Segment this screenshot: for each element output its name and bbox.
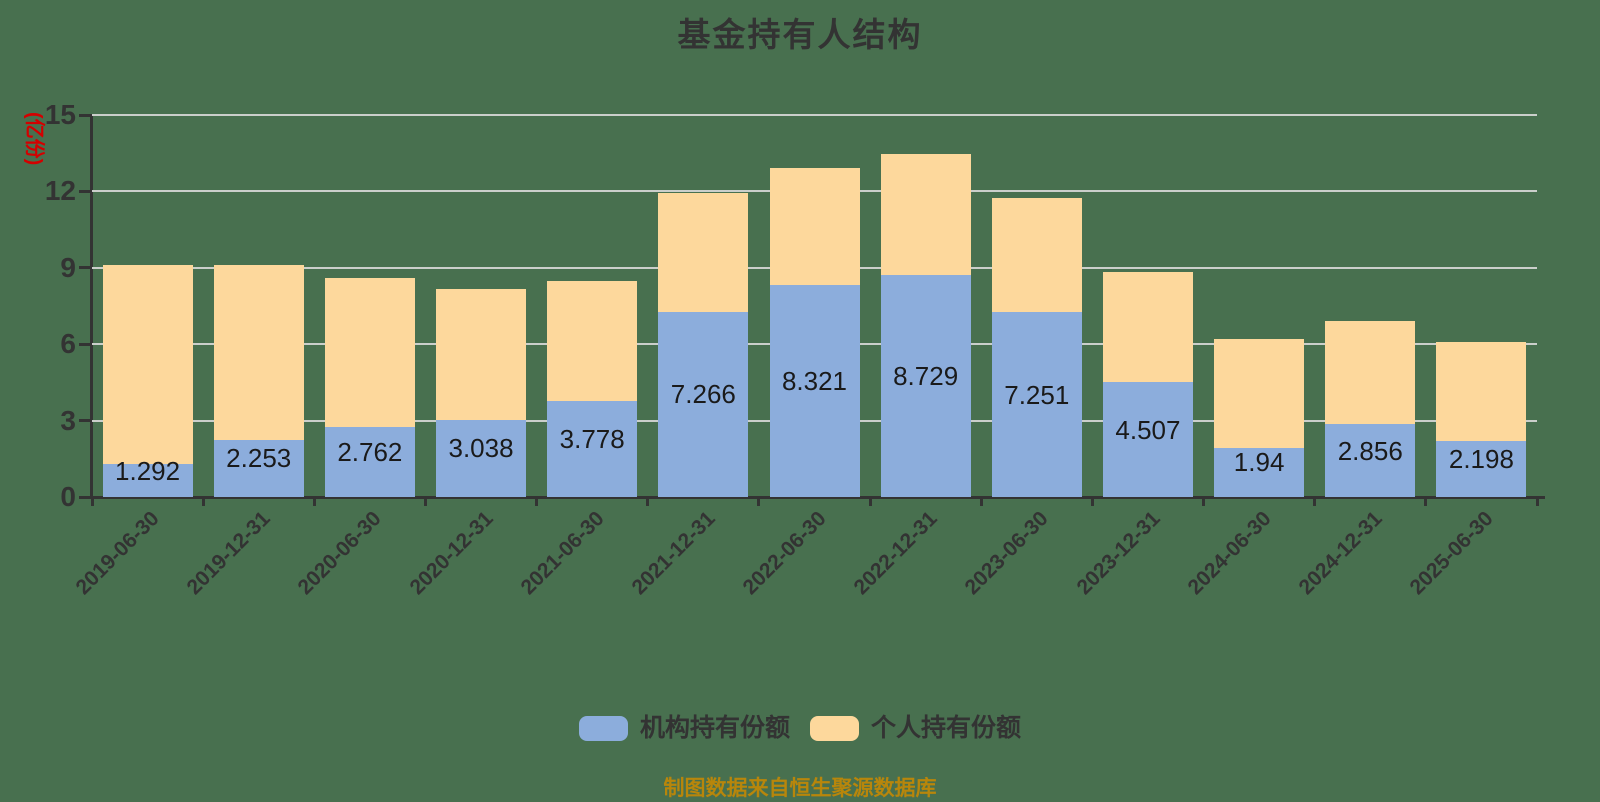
- bar-individual-segment[interactable]: [1325, 321, 1416, 425]
- x-axis-tick: [90, 497, 94, 506]
- legend-item-institutional[interactable]: 机构持有份额: [578, 714, 790, 742]
- x-axis-tick: [646, 497, 650, 506]
- bar-individual-segment[interactable]: [102, 264, 193, 465]
- y-axis-tick: [79, 495, 92, 499]
- x-axis-tick: [201, 497, 205, 506]
- bar-institutional-segment[interactable]: [102, 464, 193, 497]
- bar-value-label: 7.251: [1004, 379, 1070, 410]
- x-axis-tick: [1202, 497, 1206, 506]
- bar-institutional-segment[interactable]: [1436, 441, 1527, 497]
- bar-value-label: 3.778: [559, 423, 625, 454]
- x-axis-tick-label: 2019-12-31: [182, 507, 275, 600]
- bar-value-label: 3.038: [448, 433, 514, 464]
- bar-individual-segment[interactable]: [547, 280, 638, 401]
- bar-individual-segment[interactable]: [1214, 339, 1305, 448]
- bar-institutional-segment[interactable]: [1325, 424, 1416, 497]
- x-axis-tick-label: 2022-12-31: [849, 507, 942, 600]
- x-axis-tick: [979, 497, 983, 506]
- x-axis-tick-label: 2025-06-30: [1405, 507, 1498, 600]
- legend-swatch-individual: [810, 716, 859, 741]
- bar-individual-segment[interactable]: [769, 167, 860, 286]
- x-axis-tick-label: 2019-06-30: [71, 507, 164, 600]
- y-axis-tick: [79, 342, 92, 346]
- bar-value-label: 8.729: [893, 360, 959, 391]
- x-axis-tick-label: 2023-06-30: [960, 507, 1054, 600]
- y-axis-tick: [79, 419, 92, 423]
- bar-institutional-segment[interactable]: [769, 285, 860, 497]
- x-axis-line: [88, 496, 1545, 499]
- x-axis-tick: [423, 497, 427, 506]
- bar-individual-segment[interactable]: [880, 154, 971, 275]
- bar-individual-segment[interactable]: [1102, 272, 1193, 383]
- bar-institutional-segment[interactable]: [1214, 447, 1305, 497]
- x-axis-tick-label: 2024-06-30: [1183, 507, 1276, 600]
- x-axis-tick-label: 2022-06-30: [738, 507, 831, 600]
- x-axis-tick: [1090, 497, 1094, 506]
- plot-area: 0 3 6 9 12 15 1.292 2019-06-30 2.253 2019-12-31 2.…: [45, 101, 1545, 599]
- x-axis-tick: [312, 497, 316, 506]
- bar-institutional-segment[interactable]: [1102, 382, 1193, 497]
- y-axis-tick-label: 12: [44, 175, 76, 207]
- bar-value-label: 7.266: [670, 379, 736, 410]
- bar-institutional-segment[interactable]: [547, 400, 638, 497]
- chart-legend: 机构持有份额 个人持有份额: [0, 716, 1600, 741]
- x-axis-tick: [1424, 497, 1428, 506]
- x-axis-tick-label: 2024-12-31: [1294, 507, 1387, 600]
- gridline-y-15: [92, 114, 1537, 116]
- bar-value-label: 1.292: [115, 455, 181, 486]
- x-axis-tick-label: 2023-12-31: [1072, 507, 1165, 600]
- x-axis-tick: [868, 497, 872, 506]
- legend-label-individual: 个人持有份额: [871, 714, 1022, 742]
- bar-individual-segment[interactable]: [1436, 342, 1527, 442]
- bar-institutional-segment[interactable]: [991, 312, 1082, 497]
- bar-individual-segment[interactable]: [991, 198, 1082, 313]
- x-axis-tick-label: 2020-06-30: [293, 507, 387, 600]
- bar-value-label: 2.198: [1448, 444, 1514, 475]
- bar-institutional-segment[interactable]: [436, 419, 527, 497]
- y-axis-tick: [79, 113, 92, 117]
- x-axis-tick-label: 2021-12-31: [627, 507, 720, 600]
- bar-value-label: 2.762: [337, 436, 403, 467]
- bar-institutional-segment[interactable]: [213, 439, 304, 497]
- bar-institutional-segment[interactable]: [324, 426, 415, 497]
- bar-value-label: 4.507: [1115, 414, 1181, 445]
- bar-value-label: 8.321: [781, 366, 848, 397]
- legend-swatch-institutional: [578, 716, 628, 741]
- y-axis-tick-label: 15: [44, 99, 76, 130]
- bar-value-label: 1.94: [1233, 447, 1285, 478]
- bar-value-label: 2.856: [1337, 435, 1403, 466]
- bar-individual-segment[interactable]: [213, 265, 304, 440]
- x-axis-tick: [1535, 497, 1539, 506]
- y-axis-tick-label: 3: [60, 404, 76, 436]
- bar-individual-segment[interactable]: [658, 193, 749, 312]
- x-axis-tick: [757, 497, 761, 506]
- legend-label-institutional: 机构持有份额: [639, 714, 790, 742]
- legend-item-individual[interactable]: 个人持有份额: [810, 716, 1021, 741]
- bar-institutional-segment[interactable]: [658, 311, 749, 497]
- y-axis-tick: [79, 189, 92, 193]
- x-axis-tick: [1313, 497, 1317, 506]
- y-axis-line: [90, 114, 93, 498]
- y-axis-tick-label: 0: [60, 481, 76, 512]
- x-axis-tick-label: 2020-12-31: [405, 507, 498, 600]
- bar-individual-segment[interactable]: [436, 289, 527, 420]
- y-axis-tick-label: 9: [60, 251, 76, 283]
- bar-value-label: 2.253: [226, 443, 292, 474]
- data-source-caption: 制图数据来自恒生聚源数据库: [663, 777, 937, 800]
- x-axis-tick-label: 2021-06-30: [516, 507, 609, 600]
- bar-institutional-segment[interactable]: [880, 274, 971, 497]
- x-axis-tick: [535, 497, 539, 506]
- bar-individual-segment[interactable]: [324, 278, 415, 427]
- chart-title: 基金持有人结构: [677, 16, 923, 53]
- y-axis-tick: [79, 266, 92, 270]
- y-axis-tick-label: 6: [60, 328, 76, 360]
